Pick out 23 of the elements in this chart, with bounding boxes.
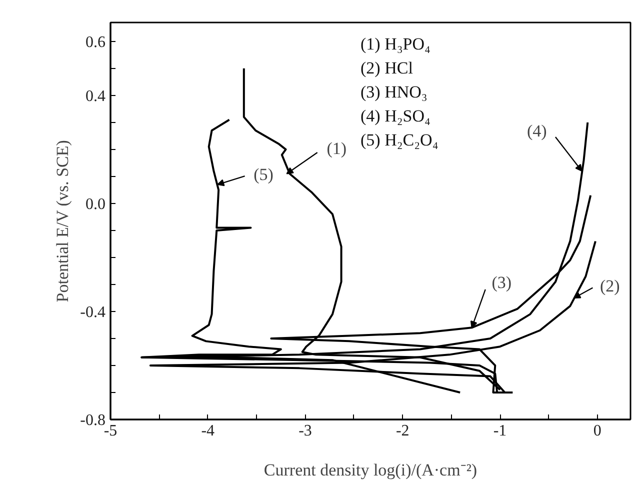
x-tick-label: -1 (493, 422, 507, 440)
annotation: (5) (254, 165, 274, 184)
annotation: (3) (492, 273, 512, 292)
y-tick-label: 0.0 (86, 196, 106, 213)
x-tick-label: -4 (201, 422, 215, 440)
y-tick-label: 0.6 (86, 34, 106, 51)
annotation: (1) (326, 139, 347, 158)
annotation: (4) H₂SO₄ (360, 106, 431, 126)
y-tick-label: -0.8 (80, 412, 106, 429)
annotation: (2) HCl (360, 58, 414, 78)
x-tick-label: -3 (298, 422, 312, 440)
annotation: (2) (600, 276, 620, 296)
annotation: (1) H₃PO₄ (360, 34, 431, 54)
annotation: (5) H₂C₂O₄ (360, 130, 438, 150)
annotation: (3) HNO₃ (360, 82, 428, 102)
x-tick-label: 0 (593, 422, 602, 440)
annotation: (4) (526, 122, 547, 141)
y-tick-label: 0.4 (86, 88, 106, 105)
y-axis-title: Potential E/V (vs. SCE) (53, 140, 72, 302)
x-tick-label: -5 (104, 422, 118, 440)
x-tick-label: -2 (396, 422, 410, 440)
x-axis-title: Current density log(i)/(A·cm⁻²) (264, 460, 478, 480)
y-tick-label: -0.4 (80, 304, 106, 321)
